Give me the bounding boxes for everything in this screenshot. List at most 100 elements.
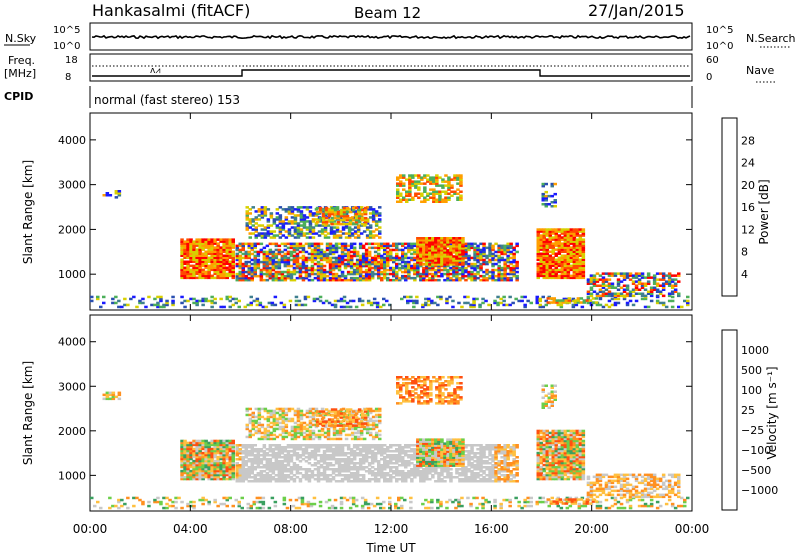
echo-cell <box>407 244 411 248</box>
echo-cell <box>361 258 366 262</box>
echo-cell <box>259 276 264 280</box>
echo-cell <box>383 246 387 250</box>
echo-cell <box>246 502 250 506</box>
echo-cell <box>183 244 187 247</box>
echo-cell <box>266 230 271 233</box>
echo-cell <box>290 226 295 229</box>
echo-cell <box>514 297 518 301</box>
echo-cell <box>560 244 565 247</box>
echo-cell <box>536 258 540 261</box>
echo-cell <box>322 274 327 278</box>
echo-cell <box>225 471 229 475</box>
echo-cell <box>283 254 288 258</box>
echo-cell <box>344 208 349 211</box>
echo-cell <box>411 184 415 187</box>
echo-cell <box>352 480 357 483</box>
echo-cell <box>389 474 393 477</box>
echo-cell <box>132 504 136 508</box>
echo-cell <box>271 478 276 481</box>
echo-cell <box>539 258 543 261</box>
echo-cell <box>355 264 360 268</box>
echo-cell <box>283 480 288 483</box>
echo-cell <box>417 186 421 189</box>
echo-cell <box>512 260 516 264</box>
echo-cell <box>328 468 333 471</box>
echo-cell <box>491 246 495 250</box>
echo-cell <box>383 472 387 475</box>
echo-cell <box>374 222 379 225</box>
echo-cell <box>565 297 570 301</box>
echo-cell <box>446 263 450 266</box>
echo-cell <box>410 264 414 268</box>
echo-cell <box>352 254 357 258</box>
echo-cell <box>559 303 564 307</box>
echo-cell <box>210 439 214 443</box>
echo-cell <box>346 260 351 264</box>
echo-cell <box>545 252 549 255</box>
echo-cell <box>580 496 585 500</box>
echo-cell <box>368 216 373 219</box>
echo-cell <box>272 222 277 225</box>
echo-cell <box>231 469 235 473</box>
echo-cell <box>250 460 254 463</box>
echo-cell <box>363 222 368 226</box>
echo-cell <box>313 242 318 246</box>
echo-cell <box>557 270 562 274</box>
echo-cell <box>319 256 324 260</box>
echo-cell <box>228 274 232 278</box>
echo-cell <box>422 237 426 240</box>
echo-cell <box>580 504 585 508</box>
echo-cell <box>457 502 461 506</box>
echo-cell <box>536 246 540 249</box>
echo-cell <box>582 301 587 304</box>
echo-cell <box>551 242 555 245</box>
echo-cell <box>352 452 357 455</box>
echo-cell <box>548 258 552 261</box>
echo-cell <box>280 446 285 449</box>
echo-cell <box>503 278 507 282</box>
echo-cell <box>222 240 226 243</box>
echo-cell <box>210 262 214 265</box>
echo-cell <box>661 303 666 307</box>
echo-cell <box>234 498 238 502</box>
echo-cell <box>408 188 412 191</box>
echo-cell <box>355 474 360 477</box>
echo-cell <box>554 266 558 270</box>
echo-cell <box>343 252 348 256</box>
echo-cell <box>247 268 251 272</box>
echo-cell <box>436 506 440 510</box>
echo-cell <box>114 395 119 399</box>
echo-cell <box>210 475 214 479</box>
echo-cell <box>455 251 459 254</box>
echo-cell <box>204 244 208 247</box>
echo-cell <box>245 226 249 229</box>
echo-cell <box>392 470 396 473</box>
echo-cell <box>342 216 347 220</box>
echo-cell <box>186 473 190 477</box>
echo-cell <box>529 500 533 504</box>
echo-cell <box>491 244 495 248</box>
echo-cell <box>201 498 205 502</box>
echo-cell <box>316 270 321 274</box>
echo-cell <box>207 246 211 249</box>
echo-cell <box>207 502 211 506</box>
echo-cell <box>572 228 577 231</box>
echo-cell <box>204 461 208 465</box>
echo-cell <box>359 232 364 235</box>
echo-cell <box>135 496 139 500</box>
echo-cell <box>299 228 304 231</box>
echo-cell <box>458 255 462 258</box>
echo-cell <box>292 468 297 471</box>
echo-cell <box>419 278 423 282</box>
echo-cell <box>331 246 336 250</box>
echo-cell <box>299 210 304 213</box>
echo-cell <box>323 234 328 237</box>
echo-cell <box>310 250 315 254</box>
echo-cell <box>404 246 408 250</box>
echo-cell <box>667 280 672 283</box>
echo-cell <box>216 449 220 453</box>
echo-cell <box>250 468 254 471</box>
echo-cell <box>228 453 232 457</box>
echo-cell <box>316 474 321 477</box>
echo-cell <box>318 500 323 504</box>
